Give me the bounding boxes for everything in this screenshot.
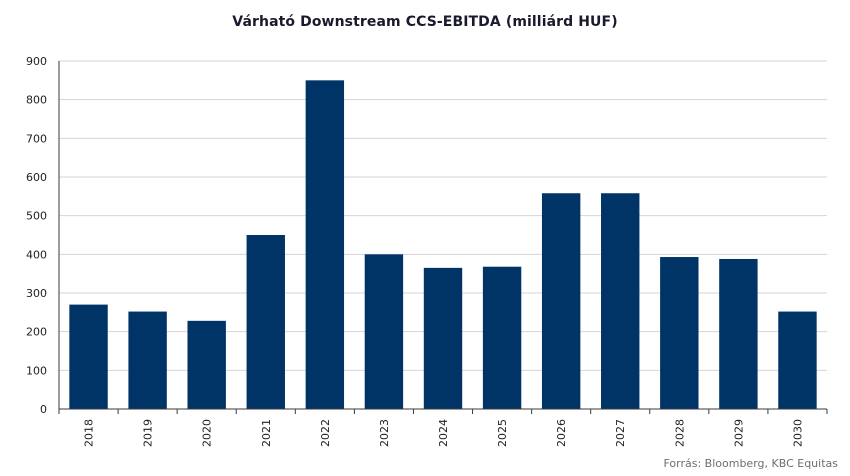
bar-2020 (187, 320, 226, 409)
x-tick-label: 2022 (319, 419, 332, 447)
x-tick-label: 2023 (378, 419, 391, 447)
bar-2024 (423, 267, 463, 409)
y-tick-label: 600 (26, 171, 47, 184)
y-tick-label: 800 (26, 94, 47, 107)
y-tick-label: 0 (40, 403, 47, 416)
bar-2027 (601, 193, 640, 409)
bar-2022 (305, 80, 345, 409)
x-tick-label: 2027 (614, 419, 627, 447)
x-tick-label: 2026 (555, 419, 568, 447)
bar-2023 (364, 254, 404, 409)
bar-2019 (128, 311, 167, 409)
bar-2018 (69, 304, 108, 409)
x-tick-label: 2019 (142, 419, 155, 447)
y-tick-label: 100 (26, 364, 47, 377)
bar-2025 (482, 266, 522, 409)
x-tick-label: 2020 (201, 419, 214, 447)
source-note: Forrás: Bloomberg, KBC Equitas (663, 457, 838, 470)
bar-2029 (719, 258, 758, 409)
x-tick-label: 2025 (496, 419, 509, 447)
x-tick-label: 2018 (83, 419, 96, 447)
x-tick-label: 2024 (437, 419, 450, 447)
y-tick-label: 700 (26, 132, 47, 145)
y-tick-label: 200 (26, 326, 47, 339)
y-tick-label: 300 (26, 287, 47, 300)
x-tick-label: 2021 (260, 419, 273, 447)
bar-2026 (541, 193, 581, 409)
y-tick-label: 400 (26, 248, 47, 261)
axes (58, 61, 828, 414)
bar-2021 (246, 235, 285, 409)
bar-2028 (660, 257, 699, 409)
x-tick-label: 2028 (673, 419, 686, 447)
x-axis-ticks: 2018 2019 2020 2021 2022 2023 2024 2025 2026 2027… (83, 419, 805, 447)
bar-2030 (778, 311, 817, 409)
y-tick-label: 900 (26, 55, 47, 68)
chart-title: Várható Downstream CCS-EBITDA (milliárd … (232, 14, 618, 30)
x-tick-label: 2030 (791, 419, 804, 447)
bars (69, 80, 817, 409)
x-tick-label: 2029 (732, 419, 745, 447)
y-tick-label: 500 (26, 210, 47, 223)
y-axis-ticks: 0 100 200 300 400 500 600 700 800 900 (26, 55, 47, 416)
